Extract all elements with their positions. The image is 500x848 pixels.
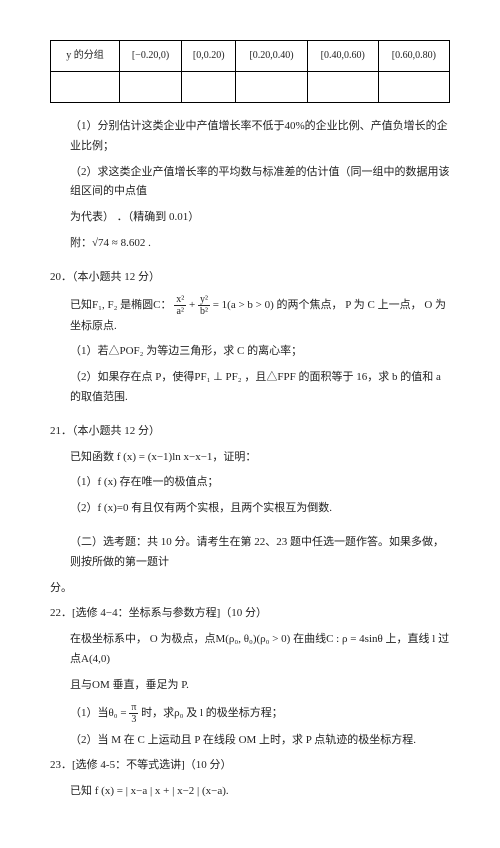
cell-empty: [120, 72, 182, 103]
frac-y2b2: y²b²: [198, 294, 210, 317]
cell: [−0.20,0): [120, 41, 182, 72]
cell: [0.40,0.60): [307, 41, 378, 72]
q21-p1: （1）f (x) 存在唯一的极值点；: [50, 473, 450, 493]
cell: [0,0.20): [182, 41, 236, 72]
section2-head: （二）选考题：共 10 分。请考生在第 22、23 题中任选一题作答。如果多做，…: [50, 533, 450, 573]
frac-pi3: π3: [129, 702, 138, 725]
table-row: [51, 72, 450, 103]
cell-empty: [236, 72, 307, 103]
pre-p2b: 为代表） ．（精确到 0.01）: [50, 208, 450, 228]
q23-head: 23．[选修 4-5：不等式选讲]（10 分）: [50, 756, 450, 776]
cell-empty: [307, 72, 378, 103]
q22-l1: 在极坐标系中， O 为极点，点M(ρ₀, θ₀)(ρ₀ > 0) 在曲线C : …: [50, 630, 450, 670]
q22-p2: （2）当 M 在 C 上运动且 P 在线段 OM 上时，求 P 点轨迹的极坐标方…: [50, 731, 450, 751]
q20-head: 20．（本小题共 12 分）: [50, 268, 450, 288]
data-table: y 的分组 [−0.20,0) [0,0.20) [0.20,0.40) [0.…: [50, 40, 450, 103]
q23-l1: 已知 f (x) = | x−a | x + | x−2 | (x−a).: [50, 782, 450, 802]
pre-p3: 附：√74 ≈ 8.602 .: [50, 234, 450, 254]
cell-empty: [182, 72, 236, 103]
pre-p1: （1）分别估计这类企业中产值增长率不低于40%的企业比例、产值负增长的企业比例；: [50, 117, 450, 157]
table-row: y 的分组 [−0.20,0) [0,0.20) [0.20,0.40) [0.…: [51, 41, 450, 72]
cell-empty: [378, 72, 449, 103]
q20-p1: （1）若△POF₂ 为等边三角形，求 C 的离心率；: [50, 342, 450, 362]
q22-p1a: （1）当θ₀ =: [70, 707, 129, 719]
q22-head: 22．[选修 4−4：坐标系与参数方程]（10 分）: [50, 604, 450, 624]
pre-p2: （2）求这类企业产值增长率的平均数与标准差的估计值（同一组中的数据用该组区间的中…: [50, 163, 450, 203]
q21-p2: （2）f (x)=0 有且仅有两个实根，且两个实根互为倒数.: [50, 499, 450, 519]
q22-l1b: 且与OM 垂直，垂足为 P.: [50, 676, 450, 696]
q22-p1: （1）当θ₀ = π3 时，求ρ₀ 及 l 的极坐标方程；: [50, 702, 450, 725]
q20-l1a: 已知F₁, F₂ 是椭圆C：: [70, 299, 172, 311]
row-label: y 的分组: [51, 41, 120, 72]
section2-head2: 分。: [50, 579, 450, 599]
q20-p2: （2）如果存在点 P，使得PF₁ ⊥ PF₂ ，且△FPF 的面积等于 16，求…: [50, 368, 450, 408]
q21-l1: 已知函数 f (x) = (x−1)ln x−x−1，证明：: [50, 448, 450, 468]
q21-head: 21．（本小题共 12 分）: [50, 422, 450, 442]
cell: [0.60,0.80): [378, 41, 449, 72]
q20-line1: 已知F₁, F₂ 是椭圆C： x²a² + y²b² = 1(a > b > 0…: [50, 294, 450, 337]
cell: [0.20,0.40): [236, 41, 307, 72]
cell-empty: [51, 72, 120, 103]
q22-p1b: 时，求ρ₀ 及 l 的极坐标方程；: [141, 707, 283, 719]
frac-x2a2: x²a²: [174, 294, 186, 317]
